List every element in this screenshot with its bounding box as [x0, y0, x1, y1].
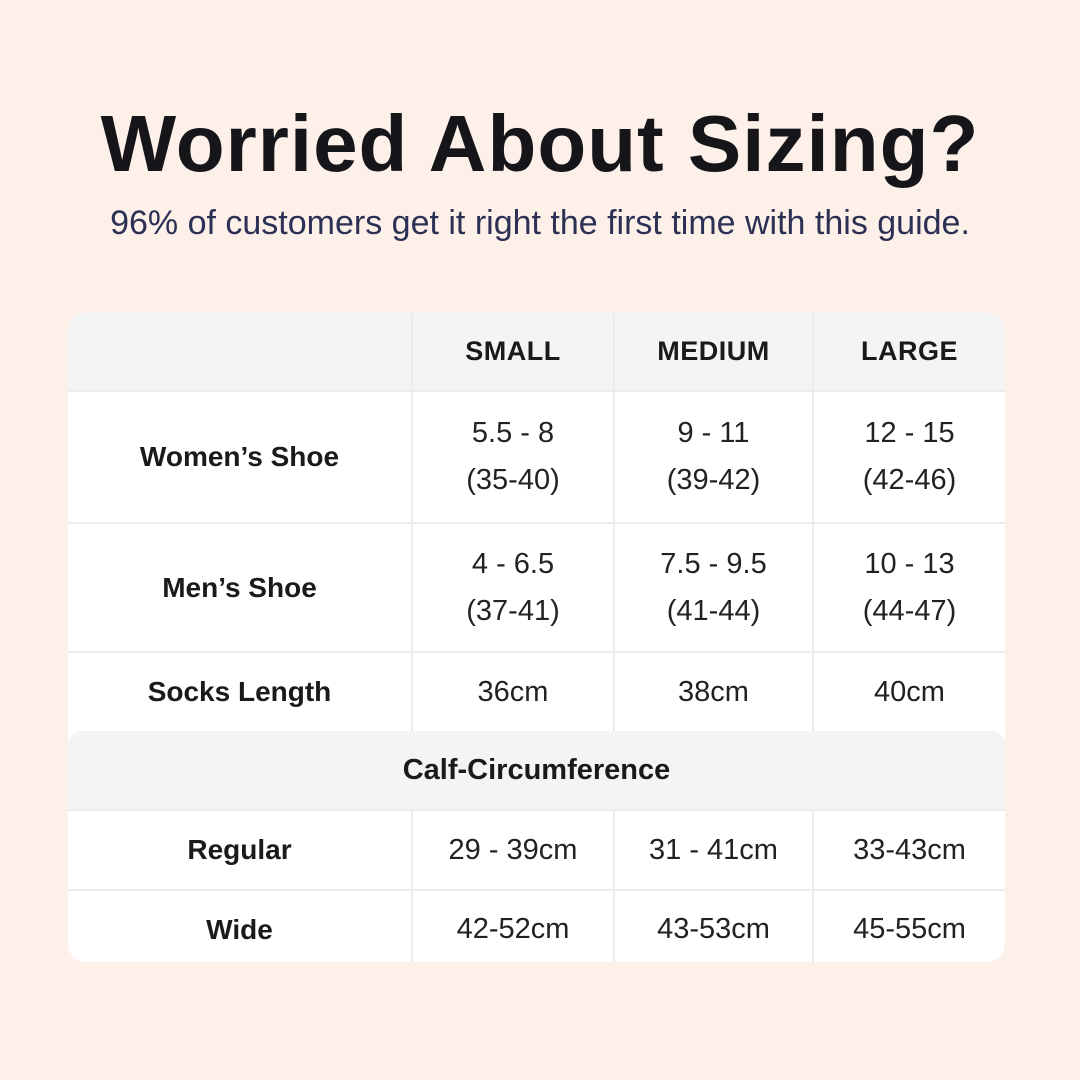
row-label: Wide: [206, 913, 273, 945]
cell-mens-large: 10 - 13 (44-47): [812, 524, 1005, 651]
column-header-small: SMALL: [411, 313, 613, 390]
calf-range-value: 43-53cm: [657, 913, 770, 945]
shoe-eu-range: (41-44): [666, 594, 761, 627]
cell-womens-small: 5.5 - 8 (35-40): [411, 392, 613, 522]
cell-womens-medium: 9 - 11 (39-42): [613, 392, 812, 522]
table-row-mens-shoe: Men’s Shoe 4 - 6.5 (37-41) 7.5 - 9.5 (41…: [68, 522, 1005, 651]
calf-range-value: 29 - 39cm: [448, 833, 578, 866]
cell-regular-small: 29 - 39cm: [411, 811, 613, 889]
calf-range-value: 31 - 41cm: [649, 833, 778, 866]
row-label: Regular: [187, 834, 292, 865]
shoe-eu-range: (37-41): [466, 594, 560, 627]
shoe-eu-range: (35-40): [466, 464, 560, 496]
table-row-socks-length: Socks Length 36cm 38cm 40cm: [68, 651, 1005, 731]
calf-range-value: 42-52cm: [456, 913, 570, 945]
cell-socks-small: 36cm: [411, 653, 613, 731]
page-subtitle: 96% of customers get it right the first …: [110, 204, 970, 242]
shoe-range: 10 - 13: [864, 547, 955, 580]
shoe-eu-range: (44-47): [862, 594, 957, 627]
socks-length-value: 40cm: [874, 675, 945, 708]
cell-wide-medium: 43-53cm: [613, 891, 812, 962]
table-row-wide: Wide 42-52cm 43-53cm 45-55cm: [68, 889, 1005, 962]
cell-regular-large: 33-43cm: [812, 811, 1005, 889]
calf-section-title: Calf-Circumference: [402, 753, 671, 786]
cell-socks-medium: 38cm: [613, 653, 812, 731]
cell-mens-small: 4 - 6.5 (37-41): [411, 524, 613, 651]
row-label: Women’s Shoe: [139, 441, 340, 472]
cell-womens-large: 12 - 15 (42-46): [812, 392, 1005, 522]
calf-circumference-section-header: Calf-Circumference: [68, 731, 1005, 811]
shoe-eu-range: (39-42): [666, 464, 761, 496]
socks-length-value: 36cm: [477, 675, 549, 708]
table-row-regular: Regular 29 - 39cm 31 - 41cm 33-43cm: [68, 811, 1005, 889]
calf-range-value: 45-55cm: [853, 913, 966, 945]
cell-wide-large: 45-55cm: [812, 891, 1005, 962]
page-title: Worried About Sizing?: [100, 99, 980, 188]
cell-mens-medium: 7.5 - 9.5 (41-44): [613, 524, 812, 651]
row-label: Men’s Shoe: [162, 571, 317, 603]
shoe-range: 9 - 11: [677, 417, 750, 449]
cell-socks-large: 40cm: [812, 653, 1005, 731]
table-row-womens-shoe: Women’s Shoe 5.5 - 8 (35-40) 9 - 11 (39-…: [68, 390, 1005, 522]
shoe-range: 5.5 - 8: [471, 417, 555, 449]
row-label: Socks Length: [147, 676, 332, 707]
cell-wide-small: 42-52cm: [411, 891, 613, 962]
column-header-large: LARGE: [812, 313, 1005, 390]
shoe-range: 4 - 6.5: [471, 547, 555, 580]
header-empty-cell: [68, 313, 411, 390]
calf-range-value: 33-43cm: [853, 833, 966, 866]
shoe-eu-range: (42-46): [862, 464, 957, 496]
column-header-medium: MEDIUM: [613, 313, 812, 390]
shoe-range: 7.5 - 9.5: [660, 547, 767, 580]
socks-length-value: 38cm: [678, 675, 749, 708]
shoe-range: 12 - 15: [864, 417, 955, 449]
table-header-row: SMALL MEDIUM LARGE: [68, 313, 1005, 390]
size-table: SMALL MEDIUM LARGE Women’s Shoe 5.5 - 8 …: [68, 313, 1005, 962]
cell-regular-medium: 31 - 41cm: [613, 811, 812, 889]
